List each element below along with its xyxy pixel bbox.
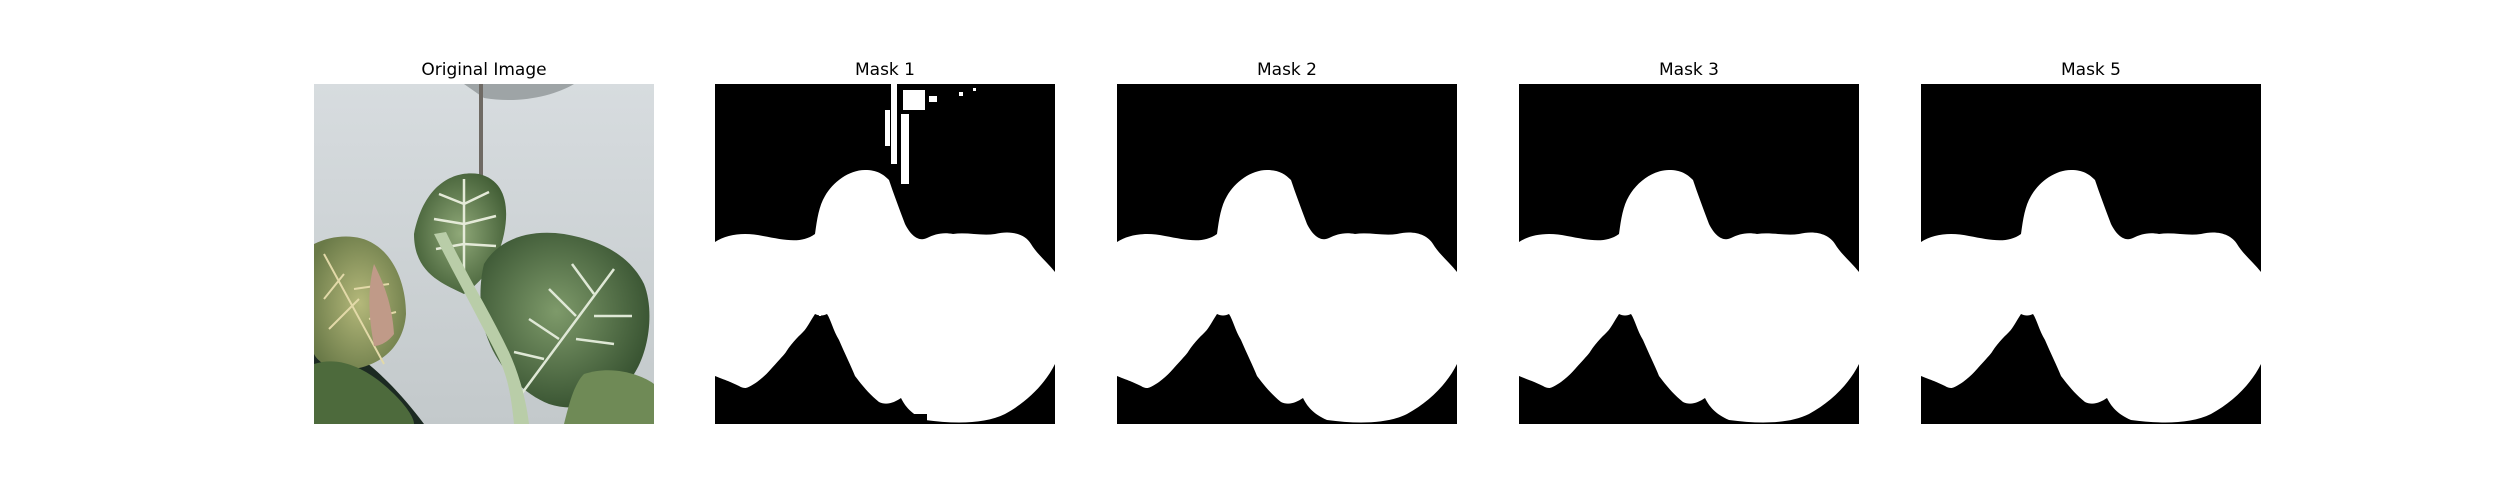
- panel-title: Mask 3: [1658, 60, 1719, 80]
- panel-mask-1: Mask 1: [715, 0, 1055, 500]
- panel-mask-3: Mask 3: [1519, 0, 1859, 500]
- mask-image: [1519, 84, 1859, 424]
- original-image: [314, 84, 654, 424]
- mask-image: [715, 84, 1055, 424]
- panel-original-image: Original Image: [314, 0, 654, 500]
- mask-image: [1921, 84, 2261, 424]
- panel-mask-2: Mask 2: [1117, 0, 1457, 500]
- panel-title: Mask 1: [854, 60, 915, 80]
- mask-image: [1117, 84, 1457, 424]
- panel-title: Mask 2: [1256, 60, 1317, 80]
- panel-title: Mask 5: [2060, 60, 2121, 80]
- panel-mask-5: Mask 5: [1921, 0, 2261, 500]
- panel-title: Original Image: [421, 60, 547, 80]
